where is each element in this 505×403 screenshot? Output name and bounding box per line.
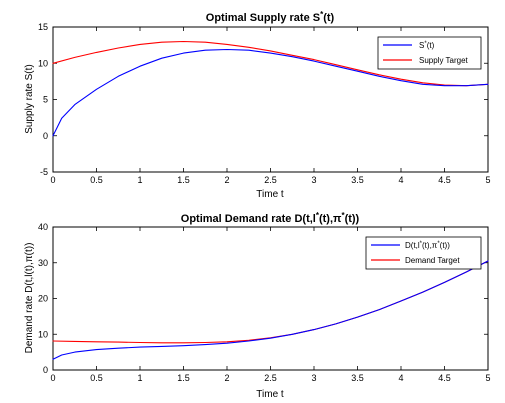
demand-y-tick-label: 0 bbox=[43, 365, 48, 375]
supply-legend-label-s: S*(t) bbox=[419, 41, 435, 50]
supply-x-tick-label: 0 bbox=[50, 175, 55, 185]
supply-x-tick-label: 3.5 bbox=[351, 175, 364, 185]
supply-series-line-optimal bbox=[52, 48, 489, 137]
supply-x-tick-label: 1 bbox=[137, 175, 142, 185]
demand-legend-box bbox=[365, 236, 482, 270]
demand-y-tick-label: 30 bbox=[38, 258, 48, 268]
supply-legend-label-target: Supply Target bbox=[419, 56, 469, 65]
demand-chart: Optimal Demand rate D(t,l*(t),π*(t)) 010… bbox=[24, 211, 491, 400]
demand-legend-label-d: D(t,l*(t),π*(t)) bbox=[405, 241, 450, 250]
supply-y-tick-label: 0 bbox=[43, 131, 48, 141]
demand-x-tick-label: 1.5 bbox=[177, 373, 190, 383]
demand-y-tick-label: 10 bbox=[38, 329, 48, 339]
demand-x-tick-label: 5 bbox=[485, 373, 490, 383]
demand-x-tick-label: 1 bbox=[137, 373, 142, 383]
demand-chart-title: Optimal Demand rate D(t,l*(t),π*(t)) bbox=[181, 211, 360, 225]
demand-y-tick-label: 40 bbox=[38, 222, 48, 232]
supply-x-tick-label: 2.5 bbox=[264, 175, 277, 185]
demand-legend-label-target: Demand Target bbox=[405, 256, 460, 265]
demand-legend: D(t,l*(t),π*(t)) Demand Target bbox=[365, 236, 482, 270]
supply-chart-title: Optimal Supply rate S*(t) bbox=[206, 10, 335, 24]
supply-x-tick-label: 3 bbox=[311, 175, 316, 185]
supply-y-ticks: -5 0 5 10 15 bbox=[38, 22, 488, 177]
supply-x-tick-label: 1.5 bbox=[177, 175, 190, 185]
supply-x-ticks: 0 0.5 1 1.5 2 2.5 3 3.5 4 4.5 5 bbox=[50, 27, 491, 185]
demand-x-axis-label: Time t bbox=[256, 389, 284, 400]
demand-x-tick-label: 3 bbox=[311, 373, 316, 383]
demand-x-tick-label: 0.5 bbox=[90, 373, 103, 383]
demand-x-tick-label: 2.5 bbox=[264, 373, 277, 383]
supply-x-tick-label: 2 bbox=[224, 175, 229, 185]
demand-series-lines bbox=[52, 260, 489, 360]
supply-x-tick-label: 5 bbox=[485, 175, 490, 185]
demand-x-tick-label: 4 bbox=[398, 373, 403, 383]
demand-y-axis-label: Demand rate D(t,l(t),π(t)) bbox=[24, 243, 35, 354]
supply-x-tick-label: 4 bbox=[398, 175, 403, 185]
supply-y-tick-label: 5 bbox=[43, 95, 48, 105]
demand-x-tick-label: 3.5 bbox=[351, 373, 364, 383]
supply-legend-box bbox=[377, 36, 482, 70]
supply-x-tick-label: 0.5 bbox=[90, 175, 103, 185]
demand-x-tick-label: 4.5 bbox=[438, 373, 451, 383]
supply-x-axis-label: Time t bbox=[256, 189, 284, 200]
supply-legend: S*(t) Supply Target bbox=[377, 36, 482, 70]
demand-x-tick-label: 2 bbox=[224, 373, 229, 383]
supply-x-tick-label: 4.5 bbox=[438, 175, 451, 185]
demand-y-ticks: 0 10 20 30 40 bbox=[38, 222, 488, 375]
supply-y-tick-label: 10 bbox=[38, 58, 48, 68]
demand-x-tick-label: 0 bbox=[50, 373, 55, 383]
supply-y-axis-label: Supply rate S(t) bbox=[24, 64, 35, 133]
supply-y-tick-label: -5 bbox=[40, 167, 48, 177]
supply-y-tick-label: 15 bbox=[38, 22, 48, 32]
demand-series-line-optimal bbox=[52, 260, 489, 360]
supply-series-lines bbox=[52, 40, 489, 137]
demand-x-ticks: 0 0.5 1 1.5 2 2.5 3 3.5 4 4.5 5 bbox=[50, 227, 491, 383]
demand-y-tick-label: 20 bbox=[38, 294, 48, 304]
supply-series-line-target bbox=[52, 40, 489, 87]
